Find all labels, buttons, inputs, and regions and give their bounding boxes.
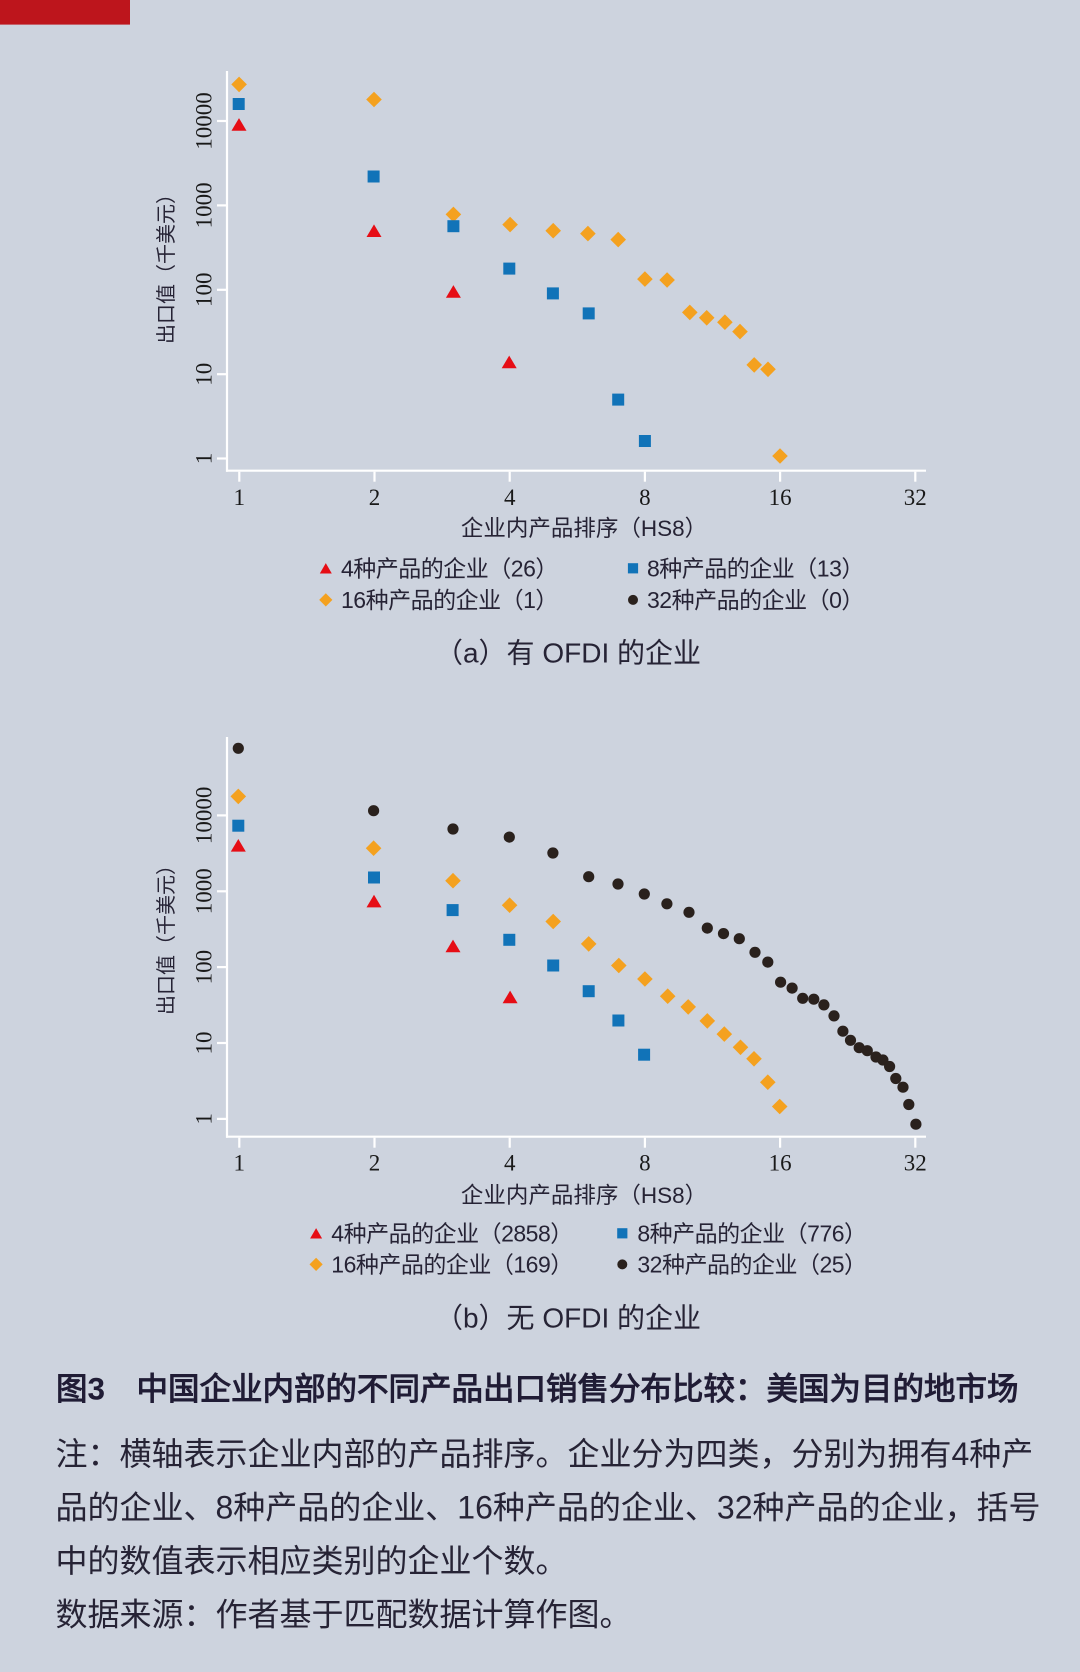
svg-text:16种产品的企业（1）: 16种产品的企业（1） <box>341 587 558 613</box>
svg-text:32: 32 <box>904 485 927 510</box>
svg-text:1: 1 <box>234 485 246 510</box>
svg-text:16: 16 <box>769 1150 792 1175</box>
svg-text:4: 4 <box>504 1150 516 1175</box>
svg-text:10: 10 <box>192 363 217 386</box>
svg-text:16: 16 <box>769 485 792 510</box>
svg-text:（a）有 OFDI 的企业: （a）有 OFDI 的企业 <box>435 638 701 669</box>
svg-text:出口值（千美元）: 出口值（千美元） <box>155 855 178 1015</box>
svg-text:8: 8 <box>639 1150 651 1175</box>
svg-text:出口值（千美元）: 出口值（千美元） <box>155 184 178 344</box>
svg-text:1000: 1000 <box>192 182 217 228</box>
svg-text:8种产品的企业（776）: 8种产品的企业（776） <box>637 1220 866 1246</box>
svg-text:4种产品的企业（26）: 4种产品的企业（26） <box>341 555 558 581</box>
svg-text:100: 100 <box>192 950 217 985</box>
svg-text:32种产品的企业（0）: 32种产品的企业（0） <box>647 587 864 613</box>
svg-text:1: 1 <box>234 1150 246 1175</box>
svg-text:4种产品的企业（2858）: 4种产品的企业（2858） <box>331 1220 572 1246</box>
svg-text:1000: 1000 <box>192 868 217 914</box>
svg-text:10000: 10000 <box>192 92 217 150</box>
svg-text:企业内产品排序（HS8）: 企业内产品排序（HS8） <box>461 516 707 541</box>
svg-text:（b）无 OFDI 的企业: （b）无 OFDI 的企业 <box>435 1303 701 1334</box>
svg-text:数据来源：作者基于匹配数据计算作图。: 数据来源：作者基于匹配数据计算作图。 <box>56 1597 632 1633</box>
svg-text:32种产品的企业（25）: 32种产品的企业（25） <box>637 1251 866 1277</box>
svg-text:品的企业、8种产品的企业、16种产品的企业、32种产品的企业: 品的企业、8种产品的企业、16种产品的企业、32种产品的企业，括号 <box>56 1490 1041 1526</box>
svg-text:16种产品的企业（169）: 16种产品的企业（169） <box>331 1251 572 1277</box>
svg-text:1: 1 <box>192 1113 217 1125</box>
svg-text:中的数值表示相应类别的企业个数。: 中的数值表示相应类别的企业个数。 <box>56 1543 568 1579</box>
svg-text:2: 2 <box>369 1150 381 1175</box>
svg-text:注：横轴表示企业内部的产品排序。企业分为四类，分别为拥有4种: 注：横轴表示企业内部的产品排序。企业分为四类，分别为拥有4种产 <box>56 1436 1034 1472</box>
svg-text:2: 2 <box>369 485 381 510</box>
svg-text:1: 1 <box>192 453 217 465</box>
svg-text:企业内产品排序（HS8）: 企业内产品排序（HS8） <box>461 1183 707 1208</box>
svg-text:10000: 10000 <box>192 787 217 845</box>
svg-text:8种产品的企业（13）: 8种产品的企业（13） <box>647 555 864 581</box>
svg-text:4: 4 <box>504 485 516 510</box>
svg-text:10: 10 <box>192 1032 217 1055</box>
svg-text:32: 32 <box>904 1150 927 1175</box>
svg-text:8: 8 <box>639 485 651 510</box>
svg-text:100: 100 <box>192 273 217 308</box>
svg-text:图3 中国企业内部的不同产品出口销售分布比较：美国为目的地市: 图3 中国企业内部的不同产品出口销售分布比较：美国为目的地市场 <box>56 1371 1019 1407</box>
